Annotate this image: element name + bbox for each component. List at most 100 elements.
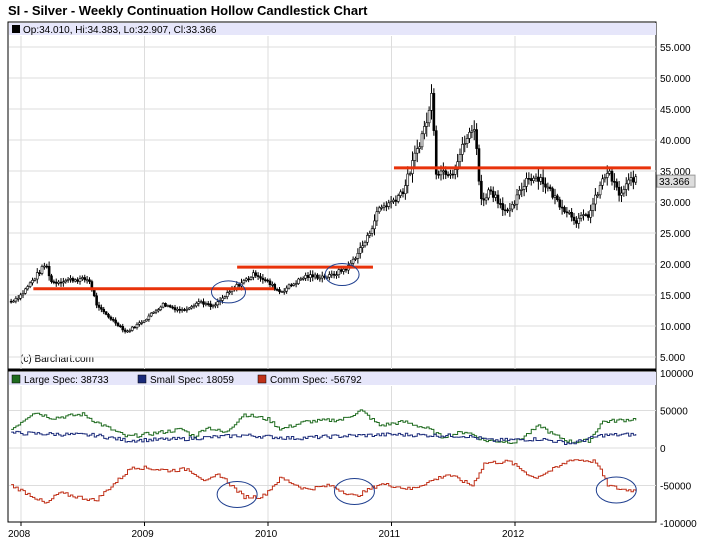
candle-body xyxy=(594,194,597,205)
candle-body xyxy=(370,228,374,234)
candle-body xyxy=(520,189,524,191)
candle-body xyxy=(309,274,312,278)
candle-body xyxy=(527,178,531,180)
y-tick-label: 25.000 xyxy=(660,229,691,240)
candle-body xyxy=(24,288,27,294)
candle-body xyxy=(613,181,616,183)
x-tick-label: 2010 xyxy=(255,529,278,540)
candle-body xyxy=(116,322,120,327)
candle-body xyxy=(351,258,355,264)
candle-body xyxy=(225,292,229,297)
cot-series-comm-spec xyxy=(11,459,637,504)
candle-body xyxy=(377,207,381,213)
legend-swatch xyxy=(257,374,267,384)
candle-body xyxy=(413,152,417,161)
candle-body xyxy=(499,203,502,205)
copyright: (c) Barchart.com xyxy=(20,354,94,365)
candle-body xyxy=(575,220,578,224)
candle-body xyxy=(627,179,630,185)
candle-body xyxy=(596,194,600,197)
candle-body xyxy=(88,279,91,282)
candle-body xyxy=(38,272,41,274)
candle-body xyxy=(551,188,554,198)
candle-body xyxy=(278,289,281,292)
candle-body xyxy=(487,189,490,199)
candle-body xyxy=(185,308,189,311)
candle-body xyxy=(503,209,507,212)
candle-body xyxy=(456,161,459,170)
candle-body xyxy=(560,206,564,209)
candle-body xyxy=(209,303,212,307)
candle-body xyxy=(195,302,198,307)
candle-body xyxy=(620,192,623,196)
candle-body xyxy=(111,319,115,321)
candle-body xyxy=(263,279,267,281)
candle-body xyxy=(76,279,79,282)
last-value-label: 33.366 xyxy=(659,177,690,188)
candle-body xyxy=(73,279,77,282)
candle-body xyxy=(57,281,60,284)
candle-body xyxy=(463,143,467,145)
candle-body xyxy=(601,178,604,186)
candle-body xyxy=(522,186,526,190)
candle-body xyxy=(634,176,638,183)
candle-body xyxy=(173,307,177,311)
candle-body xyxy=(423,126,426,135)
candle-body xyxy=(85,279,89,282)
candle-body xyxy=(567,211,571,214)
candle-body xyxy=(513,203,516,206)
legend-label: Comm Spec: -56792 xyxy=(270,375,362,386)
candle-body xyxy=(624,183,628,190)
candle-body xyxy=(21,293,25,296)
candle-body xyxy=(19,294,22,299)
candle-body xyxy=(591,203,595,211)
candle-body xyxy=(164,303,167,307)
y-tick-label: 15.000 xyxy=(660,291,691,302)
candle-body xyxy=(97,304,101,308)
candle-body xyxy=(119,325,122,328)
candle-body xyxy=(282,290,286,293)
candle-body xyxy=(83,277,87,281)
candle-body xyxy=(161,303,165,308)
candle-body xyxy=(508,208,512,212)
candle-body xyxy=(81,277,84,280)
candle-body xyxy=(192,305,196,308)
candle-body xyxy=(297,278,300,284)
candle-body xyxy=(64,280,68,283)
candle-body xyxy=(204,303,208,305)
candle-body xyxy=(43,265,46,268)
candle-body xyxy=(439,170,443,176)
candle-body xyxy=(425,122,429,127)
candle-body xyxy=(525,178,528,187)
candle-body xyxy=(320,275,324,279)
candle-body xyxy=(149,312,153,317)
candle-body xyxy=(292,283,296,286)
candle-body xyxy=(563,207,566,213)
candle-body xyxy=(247,278,250,281)
candle-body xyxy=(366,235,369,243)
x-tick-label: 2011 xyxy=(379,529,401,540)
highlight-circle-cot xyxy=(216,481,258,508)
candle-body xyxy=(342,268,345,272)
candle-body xyxy=(190,306,193,309)
candle-body xyxy=(202,301,205,305)
candle-body xyxy=(605,173,609,178)
y-tick-label: 55.000 xyxy=(660,43,691,54)
candle-body xyxy=(244,278,248,281)
y-tick-label-cot: 50000 xyxy=(660,407,688,418)
candle-body xyxy=(242,280,246,284)
y-tick-label: 40.000 xyxy=(660,136,691,147)
candle-body xyxy=(187,307,191,310)
candle-body xyxy=(380,206,383,209)
candle-body xyxy=(301,277,305,280)
candle-body xyxy=(138,322,141,325)
candle-body xyxy=(337,269,341,276)
candle-body xyxy=(109,316,113,320)
candle-body xyxy=(565,211,569,214)
candle-body xyxy=(280,291,284,293)
candle-body xyxy=(304,275,307,279)
candle-body xyxy=(290,284,293,287)
candle-body xyxy=(475,129,478,149)
price-legend-swatch xyxy=(12,25,20,33)
